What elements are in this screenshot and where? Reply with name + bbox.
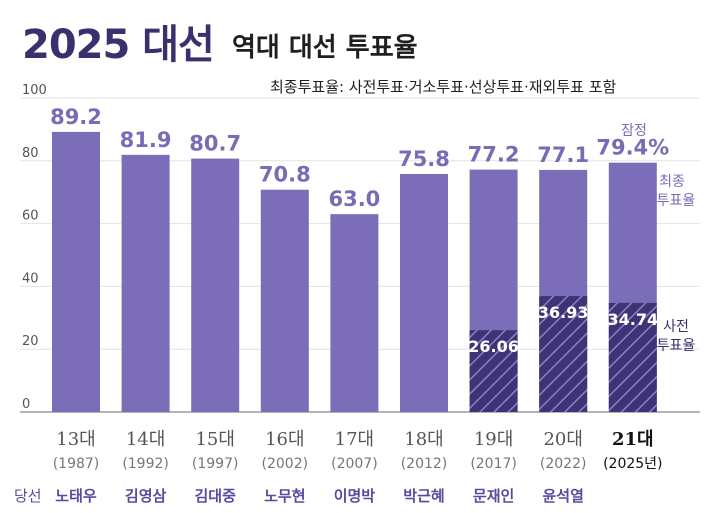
page-title: 역대 대선 투표율 bbox=[232, 33, 418, 63]
winner-name: 노태우 bbox=[55, 487, 97, 505]
y-tick-label: 20 bbox=[22, 334, 39, 349]
winner-name: 윤석열 bbox=[542, 487, 583, 505]
value-label: 80.7 bbox=[189, 132, 241, 156]
x-tick-label: 20대 bbox=[543, 429, 582, 450]
x-tick-label: 19대 bbox=[474, 429, 513, 450]
value-label: 79.4% bbox=[596, 136, 669, 160]
early-value-label: 34.74 bbox=[607, 310, 658, 329]
x-tick-label: 17대 bbox=[335, 429, 374, 450]
subtitle: 최종투표율: 사전투표·거소투표·선상투표·재외투표 포함 bbox=[270, 78, 616, 96]
year-label: (2012) bbox=[401, 456, 448, 472]
year-label: (2002) bbox=[262, 456, 309, 472]
winner-name: 문재인 bbox=[473, 487, 514, 505]
early-value-label: 36.93 bbox=[538, 303, 589, 322]
early-label-line2: 투표율 bbox=[657, 338, 696, 354]
winner-name: 이명박 bbox=[334, 487, 376, 505]
value-label: 70.8 bbox=[259, 163, 311, 187]
bar bbox=[121, 154, 170, 413]
year-label: (2017) bbox=[470, 456, 517, 472]
bar bbox=[330, 214, 379, 412]
winner-name: 김대중 bbox=[194, 487, 236, 505]
value-label: 77.2 bbox=[468, 143, 520, 167]
x-tick-label: 16대 bbox=[265, 429, 304, 450]
x-tick-label: 13대 bbox=[56, 429, 95, 450]
x-tick-label: 15대 bbox=[195, 429, 234, 450]
year-label: (2025년) bbox=[603, 456, 662, 472]
y-tick-label: 0 bbox=[22, 397, 30, 412]
value-label: 89.2 bbox=[50, 105, 102, 129]
year-label: (1987) bbox=[53, 456, 100, 472]
y-tick-label: 60 bbox=[22, 209, 39, 224]
title-year: 2025 대선 bbox=[22, 22, 214, 68]
provisional-label: 잠정 bbox=[621, 123, 647, 139]
early-value-label: 26.06 bbox=[468, 337, 519, 356]
value-label: 81.9 bbox=[120, 128, 172, 152]
year-label: (2022) bbox=[540, 456, 587, 472]
bar bbox=[191, 158, 240, 412]
early-bar bbox=[608, 302, 657, 412]
bar bbox=[400, 173, 448, 412]
value-label: 77.1 bbox=[537, 143, 589, 167]
y-tick-label: 100 bbox=[22, 83, 47, 98]
winner-name: 노무현 bbox=[264, 487, 305, 505]
x-tick-label: 21대 bbox=[612, 429, 654, 450]
winner-name: 박근혜 bbox=[403, 487, 444, 505]
final-label-line2: 투표율 bbox=[657, 193, 696, 209]
early-bars bbox=[469, 296, 657, 412]
x-axis: 13대 (1987) 14대 (1992) 15대 (1997) 16대 (2002) 17대 (… bbox=[53, 429, 663, 472]
winner-name: 김영삼 bbox=[125, 487, 167, 505]
y-tick-label: 40 bbox=[22, 271, 39, 286]
year-label: (1997) bbox=[192, 456, 239, 472]
bar bbox=[260, 189, 309, 412]
final-label-line1: 최종 bbox=[659, 174, 685, 190]
early-bar bbox=[469, 330, 518, 412]
y-tick-label: 80 bbox=[22, 146, 39, 161]
year-label: (2007) bbox=[331, 456, 378, 472]
year-label: (1992) bbox=[122, 456, 169, 472]
early-label-line1: 사전 bbox=[663, 319, 689, 335]
value-label: 75.8 bbox=[398, 147, 450, 171]
winner-row-label: 당선 bbox=[14, 487, 42, 505]
x-tick-label: 14대 bbox=[126, 429, 165, 450]
winner-names: 노태우 김영삼 김대중 노무현 이명박 박근혜 문재인 윤석열 bbox=[55, 487, 584, 505]
value-label: 63.0 bbox=[328, 187, 380, 211]
y-axis: 0 20 40 60 80 100 bbox=[22, 83, 47, 412]
x-tick-label: 18대 bbox=[404, 429, 443, 450]
value-labels: 89.2 81.9 80.7 70.8 63.0 75.8 77.2 26.06 77.1 36.… bbox=[50, 105, 669, 356]
early-bar bbox=[539, 296, 588, 412]
bar bbox=[52, 131, 100, 413]
